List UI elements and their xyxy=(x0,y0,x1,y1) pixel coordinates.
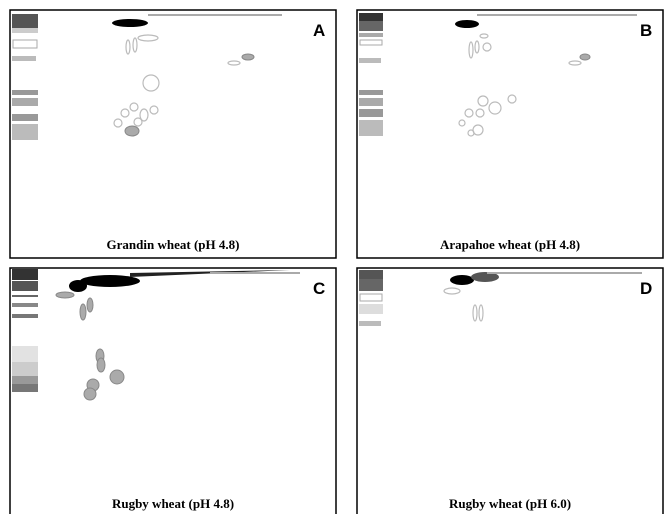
panel-caption: Rugby wheat (pH 6.0) xyxy=(449,496,571,511)
panel-a: A Grandin wheat (pH 4.8) xyxy=(9,9,337,259)
panel-d: D Rugby wheat (pH 6.0) xyxy=(356,267,664,514)
panel-caption: Grandin wheat (pH 4.8) xyxy=(107,237,240,252)
panel-caption: Rugby wheat (pH 4.8) xyxy=(112,496,234,511)
panel-letter: B xyxy=(640,21,652,40)
panel-c: C Rugby wheat (pH 4.8) xyxy=(9,267,337,514)
panel-caption: Arapahoe wheat (pH 4.8) xyxy=(440,237,580,252)
panel-letter: C xyxy=(313,279,325,298)
panel-letter: D xyxy=(640,279,652,298)
panel-letter: A xyxy=(313,21,325,40)
panel-b: B Arapahoe wheat (pH 4.8) xyxy=(356,9,664,259)
